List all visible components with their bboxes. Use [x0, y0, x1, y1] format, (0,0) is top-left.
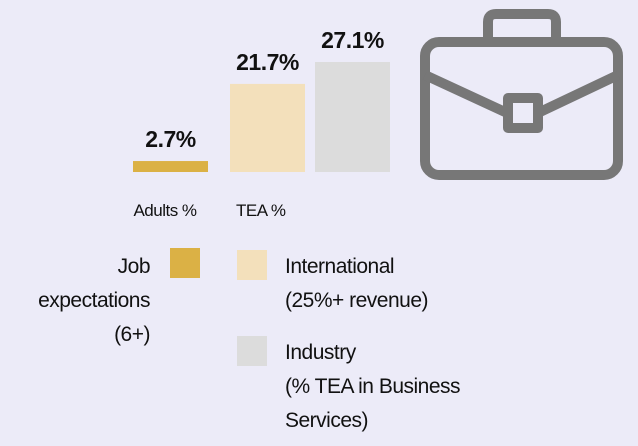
group-label: Adults %: [133, 201, 196, 220]
briefcase-icon: [420, 9, 623, 180]
legend-label: Industry (% TEA in Business Services): [285, 341, 461, 432]
value-label: 2.7%: [145, 126, 195, 152]
legend-swatch: [237, 336, 267, 366]
legend-label: International (25%+ revenue): [285, 255, 429, 312]
bar: [230, 83, 305, 172]
value-label: 21.7%: [236, 49, 299, 75]
legend-swatch: [237, 250, 267, 280]
legend-label: Job expectations (6+): [38, 255, 150, 346]
value-label: 27.1%: [321, 27, 384, 53]
bar: [315, 61, 390, 172]
group-label: TEA %: [236, 201, 286, 220]
bar: [133, 161, 208, 172]
legend-swatch: [170, 248, 200, 278]
